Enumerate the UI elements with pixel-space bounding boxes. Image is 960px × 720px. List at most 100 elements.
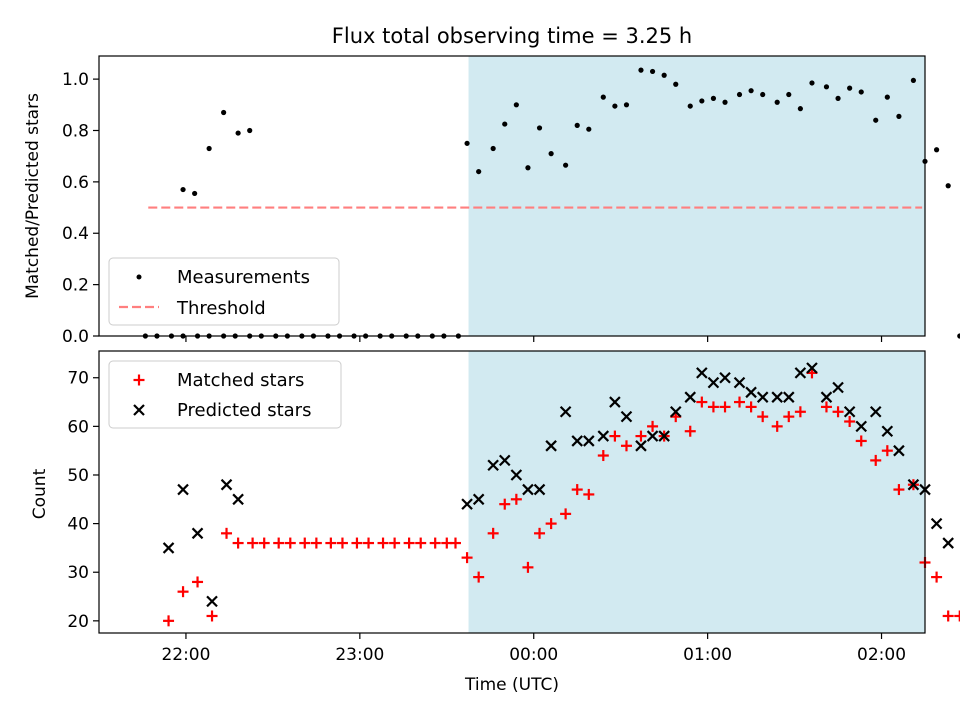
- bottom-observing-span: [468, 351, 925, 633]
- y-tick-label: 50: [67, 466, 89, 486]
- matched-star-point: [351, 537, 363, 549]
- predicted-star-point: [232, 493, 244, 506]
- chart-title: Flux total observing time = 3.25 h: [332, 24, 692, 48]
- matched-star-point: [832, 406, 844, 418]
- bottom-legend-box: [108, 360, 342, 429]
- matched-star-point: [560, 508, 572, 520]
- predicted-star-point: [669, 405, 682, 418]
- predicted-star-point: [756, 391, 769, 403]
- measurement-point: [884, 94, 890, 100]
- measurement-point: [896, 113, 902, 119]
- measurement-point: [638, 67, 644, 73]
- top-observing-span: [468, 56, 925, 336]
- matched-star-point: [855, 435, 867, 447]
- predicted-star-point: [893, 444, 905, 457]
- predicted-star-point: [907, 478, 920, 491]
- matched-star-point: [844, 416, 856, 427]
- y-tick-label: 0.4: [62, 224, 89, 244]
- matched-star-point: [620, 440, 632, 452]
- predicted-star-point: [806, 362, 818, 374]
- matched-star-point: [415, 537, 427, 549]
- measurement-point: [476, 168, 482, 175]
- predicted-star-point: [832, 381, 844, 394]
- matched-star-point: [707, 401, 719, 413]
- measurement-point: [221, 109, 227, 116]
- matched-star-point: [734, 396, 746, 408]
- y-tick-label: 60: [67, 417, 89, 437]
- matched-star-point: [696, 396, 708, 408]
- matched-star-point: [473, 571, 485, 583]
- matched-star-point: [325, 537, 337, 549]
- predicted-star-point: [220, 478, 233, 491]
- predicted-star-point: [206, 595, 218, 608]
- y-tick-label: 70: [67, 369, 89, 389]
- matched-star-point: [757, 411, 769, 423]
- y-tick-label: 1.0: [62, 70, 89, 90]
- measurement-point: [687, 103, 693, 109]
- top-panel: 0.0 0.2 0.4 0.6 0.8 1.0 Matched/Predicted sta…: [23, 55, 960, 347]
- predicted-star-point: [684, 391, 697, 403]
- predicted-star-point: [533, 483, 546, 496]
- matched-star-point: [870, 454, 882, 466]
- measurement-point: [760, 91, 766, 98]
- predicted-star-point: [745, 386, 757, 399]
- measurement-point: [180, 186, 186, 193]
- legend-predicted-label: Predicted stars: [177, 400, 311, 421]
- predicted-stars-points: [162, 362, 954, 608]
- predicted-star-point: [162, 542, 175, 554]
- measurement-point: [586, 126, 592, 132]
- y-tick-label: 30: [67, 563, 89, 583]
- matched-star-point: [571, 484, 583, 496]
- matched-star-point: [163, 615, 175, 627]
- measurement-point: [513, 102, 519, 108]
- measurement-point: [945, 183, 951, 189]
- matched-star-point: [247, 537, 259, 549]
- matched-star-point: [403, 537, 415, 549]
- matched-star-point: [232, 537, 244, 549]
- predicted-star-point: [843, 405, 856, 418]
- measurement-point: [490, 145, 496, 152]
- measurement-point: [710, 95, 717, 101]
- matched-star-point: [893, 484, 905, 496]
- measurement-point: [933, 147, 940, 153]
- measurement-point: [673, 81, 679, 87]
- x-tick-label: 22:00: [161, 645, 210, 665]
- bottom-y-axis-label: Count: [30, 468, 50, 519]
- predicted-star-point: [930, 517, 943, 530]
- predicted-star-point: [620, 410, 633, 423]
- measurement-point: [247, 127, 253, 134]
- measurement-point: [206, 145, 212, 152]
- bottom-x-ticks: 22:00 23:00 00:00 01:00 02:00: [161, 633, 906, 665]
- predicted-star-point: [869, 405, 882, 418]
- measurement-point: [574, 122, 580, 128]
- measurement-point: [612, 103, 618, 109]
- predicted-star-point: [771, 391, 783, 403]
- top-legend: Measurements Threshold: [108, 257, 340, 326]
- legend-predicted-marker: [133, 404, 145, 416]
- predicted-star-point: [942, 537, 954, 549]
- predicted-star-point: [545, 440, 557, 452]
- x-tick-label: 02:00: [857, 645, 906, 665]
- matched-star-point: [794, 406, 806, 418]
- measurement-point: [774, 99, 780, 105]
- top-x-ticks: [185, 336, 883, 342]
- measurement-points: [142, 67, 960, 339]
- measurement-point: [699, 98, 705, 104]
- matched-star-point: [284, 537, 296, 549]
- measurement-point: [661, 72, 667, 78]
- top-legend-box: [108, 257, 340, 326]
- measurement-point: [823, 84, 830, 90]
- matched-star-point: [881, 445, 893, 457]
- measurement-point: [809, 80, 815, 86]
- measurement-point: [548, 151, 554, 157]
- matched-star-point: [389, 537, 401, 549]
- predicted-star-point: [559, 405, 572, 418]
- matched-star-point: [299, 537, 311, 549]
- predicted-star-point: [881, 425, 894, 438]
- predicted-star-point: [646, 430, 659, 442]
- measurement-point: [600, 94, 606, 100]
- predicted-star-point: [597, 430, 610, 442]
- matched-star-point: [609, 430, 621, 442]
- matched-star-point: [429, 537, 441, 549]
